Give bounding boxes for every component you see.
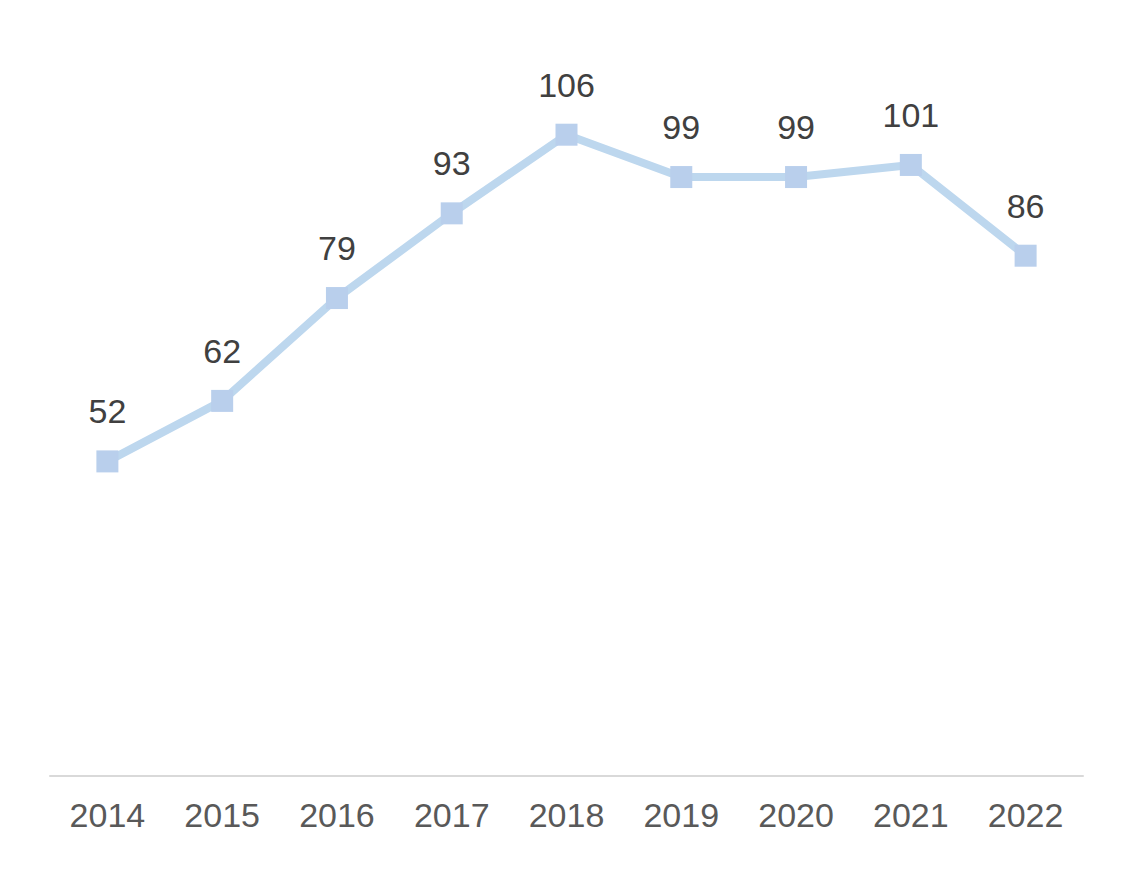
svg-text:79: 79 (318, 229, 356, 267)
svg-text:86: 86 (1007, 187, 1045, 225)
svg-text:101: 101 (882, 96, 939, 134)
svg-text:93: 93 (433, 144, 471, 182)
svg-text:2015: 2015 (184, 796, 260, 834)
svg-text:52: 52 (88, 392, 126, 430)
svg-text:99: 99 (662, 108, 700, 146)
svg-text:62: 62 (203, 332, 241, 370)
svg-text:99: 99 (777, 108, 815, 146)
svg-text:2020: 2020 (758, 796, 834, 834)
svg-text:2014: 2014 (70, 796, 146, 834)
svg-text:2017: 2017 (414, 796, 490, 834)
svg-text:2018: 2018 (529, 796, 605, 834)
svg-text:2019: 2019 (643, 796, 719, 834)
svg-text:2016: 2016 (299, 796, 375, 834)
svg-text:2021: 2021 (873, 796, 949, 834)
svg-text:106: 106 (538, 66, 595, 104)
svg-text:2022: 2022 (988, 796, 1064, 834)
